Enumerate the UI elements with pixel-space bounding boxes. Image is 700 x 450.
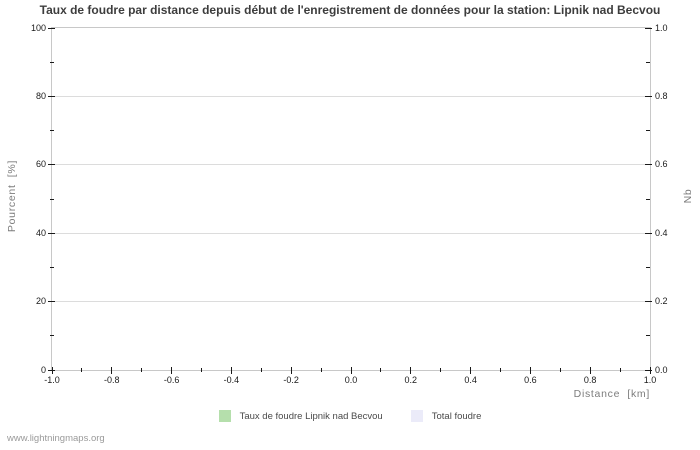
y-left-tick-label: 100 <box>30 22 46 33</box>
x-minor-tick <box>440 368 442 372</box>
y-axis-right-label: Nb <box>682 188 694 204</box>
y-right-minor-tick <box>646 335 650 337</box>
y-left-tick <box>48 164 55 166</box>
y-left-tick <box>48 232 55 234</box>
y-right-tick-label: 1.0 <box>655 22 668 33</box>
x-axis-label: Distance [km] <box>573 388 650 400</box>
y-left-tick-label: 60 <box>35 159 46 170</box>
y-right-minor-tick <box>646 198 650 200</box>
x-tick-label: -0.6 <box>163 375 180 385</box>
y-left-tick-label: 0 <box>40 364 46 375</box>
y-left-tick <box>48 95 55 97</box>
x-tick <box>230 367 232 374</box>
y-axis-left-label: Pourcent [%] <box>6 159 18 233</box>
x-tick <box>589 367 591 374</box>
x-minor-tick <box>559 368 561 372</box>
x-tick <box>111 367 113 374</box>
legend-item-taux-de-foudre: Taux de foudre Lipnik nad Becvou <box>218 410 383 422</box>
y-right-tick <box>645 164 652 166</box>
x-minor-tick <box>201 368 202 372</box>
y-left-minor-tick <box>50 266 54 268</box>
legend-swatch-icon <box>218 410 231 422</box>
y-left-minor-tick <box>50 61 54 63</box>
y-right-minor-tick <box>646 266 650 268</box>
y-right-tick <box>645 301 652 303</box>
y-left-minor-tick <box>50 130 54 132</box>
x-tick-label: 1.0 <box>643 375 657 385</box>
x-tick-label: -1.0 <box>44 375 60 385</box>
x-minor-tick <box>260 368 262 372</box>
h-gridline <box>52 95 650 97</box>
y-right-tick-label: 0.2 <box>655 296 668 307</box>
x-tick <box>350 367 352 374</box>
y-right-tick <box>645 27 652 29</box>
plot-area <box>51 27 651 371</box>
y-left-minor-tick <box>50 198 54 200</box>
y-left-minor-tick <box>50 335 54 337</box>
x-minor-tick <box>500 368 501 372</box>
x-tick <box>290 367 292 374</box>
x-minor-tick <box>81 368 83 372</box>
x-tick <box>470 367 472 374</box>
y-left-tick-label: 40 <box>35 227 46 238</box>
y-right-tick-label: 0.4 <box>655 227 668 238</box>
h-gridline <box>52 232 650 234</box>
x-tick <box>51 367 53 374</box>
y-right-tick <box>645 95 652 97</box>
y-right-tick <box>645 369 652 371</box>
y-right-tick-label: 0.8 <box>655 90 668 101</box>
x-tick-label: 0.4 <box>464 375 477 385</box>
y-left-tick <box>48 27 55 29</box>
x-tick-label: -0.2 <box>283 375 299 385</box>
y-left-tick <box>48 301 55 303</box>
x-tick-label: 0.2 <box>404 375 418 385</box>
x-minor-tick <box>380 368 382 372</box>
h-gridline <box>52 164 650 166</box>
x-tick-label: -0.4 <box>223 375 240 385</box>
legend-swatch-icon <box>410 410 423 422</box>
x-tick <box>171 367 173 374</box>
legend-item-total-foudre: Total foudre <box>410 410 482 422</box>
y-right-tick <box>645 232 652 234</box>
h-gridline <box>52 301 650 303</box>
x-tick <box>649 367 651 374</box>
legend: Taux de foudre Lipnik nad Becvou Total fo… <box>0 410 700 422</box>
watermark: www.lightningmaps.org <box>7 433 105 444</box>
x-minor-tick <box>619 368 621 372</box>
y-left-tick-label: 20 <box>35 296 46 307</box>
x-minor-tick <box>320 368 322 372</box>
y-right-tick-label: 0.0 <box>655 364 668 375</box>
y-right-tick-label: 0.6 <box>655 159 668 170</box>
x-tick-label: 0.6 <box>524 375 537 385</box>
x-minor-tick <box>141 368 143 372</box>
x-tick-label: -0.8 <box>104 375 120 385</box>
x-tick-label: 0.8 <box>583 375 597 385</box>
x-tick-label: 0.0 <box>344 375 358 385</box>
legend-label: Taux de foudre Lipnik nad Becvou <box>239 410 383 422</box>
chart-title: Taux de foudre par distance depuis début… <box>39 3 661 17</box>
x-tick <box>529 367 531 374</box>
y-right-minor-tick <box>646 61 650 63</box>
legend-label: Total foudre <box>431 410 482 422</box>
y-left-tick-label: 80 <box>35 90 46 101</box>
x-tick <box>410 367 412 374</box>
y-right-minor-tick <box>646 130 650 132</box>
